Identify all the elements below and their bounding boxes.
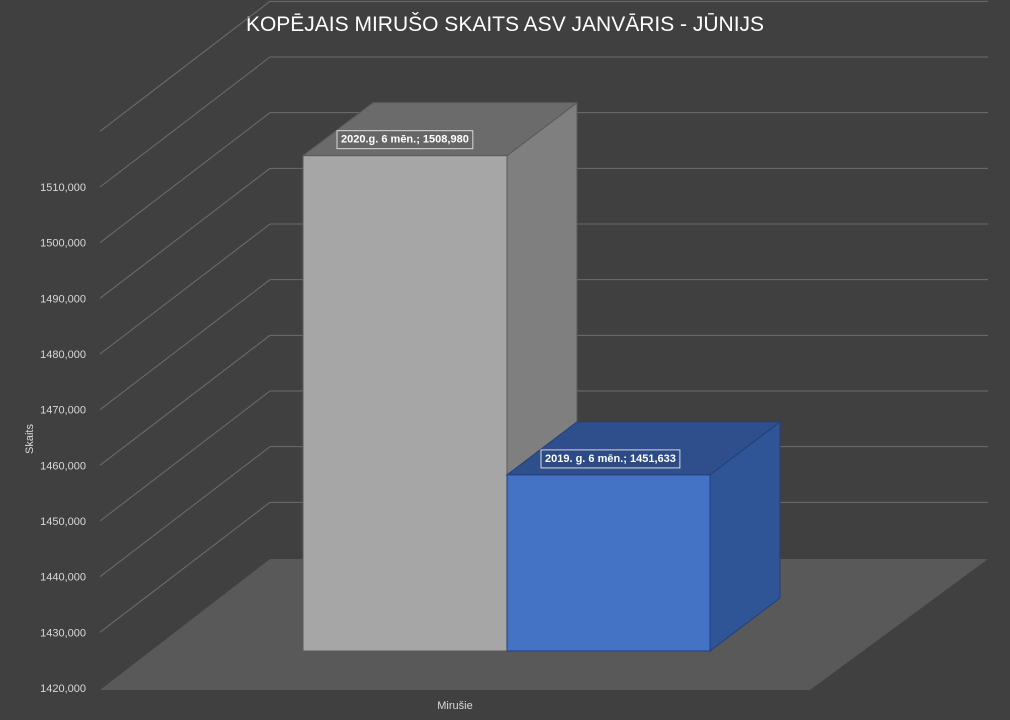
gridline-side [99,501,271,633]
y-tick-label: 1500,000 [40,238,86,250]
y-tick-label: 1430,000 [40,627,86,639]
gridline-side [99,223,271,355]
gridline-side [99,279,271,411]
data-label-text: 2019. g. 6 mēn.; 1451,633 [545,453,676,465]
gridline-side [99,334,271,466]
gridline-side [99,446,271,578]
gridline-side [99,56,271,188]
gridline-side [99,112,271,244]
y-axis-ticks: 1420,000 1430,000 1440,000 1450,000 1460,000… [40,182,86,695]
y-tick-label: 1440,000 [40,572,86,584]
gridline-side [99,167,271,299]
y-tick-label: 1420,000 [40,683,86,695]
data-labels: 2020.g. 6 mēn.; 1508,980 2019. g. 6 mēn.;… [336,130,681,469]
data-label-box [540,449,681,469]
gridline-side [99,390,271,522]
bars [301,101,782,653]
y-tick-label: 1510,000 [40,182,86,194]
bar-front-face [506,474,711,652]
y-tick-label: 1470,000 [40,405,86,417]
x-axis-title: Mirušie [437,700,472,712]
chart-title: KOPĒJAIS MIRUŠO SKAITS ASV JANVĀRIS - JŪ… [246,13,764,36]
y-tick-label: 1460,000 [40,460,86,472]
data-label-text: 2020.g. 6 mēn.; 1508,980 [341,134,469,146]
y-axis-title: Skaits [24,424,36,454]
bar-2019 [505,420,782,653]
bar-front-face [302,155,508,652]
data-label-box [336,130,474,150]
data-label-2019: 2019. g. 6 mēn.; 1451,633 [540,449,681,469]
y-tick-label: 1490,000 [40,293,86,305]
y-tick-label: 1480,000 [40,349,86,361]
gridline-side [99,0,271,132]
y-tick-label: 1450,000 [40,516,86,528]
data-label-2020: 2020.g. 6 mēn.; 1508,980 [336,130,474,150]
